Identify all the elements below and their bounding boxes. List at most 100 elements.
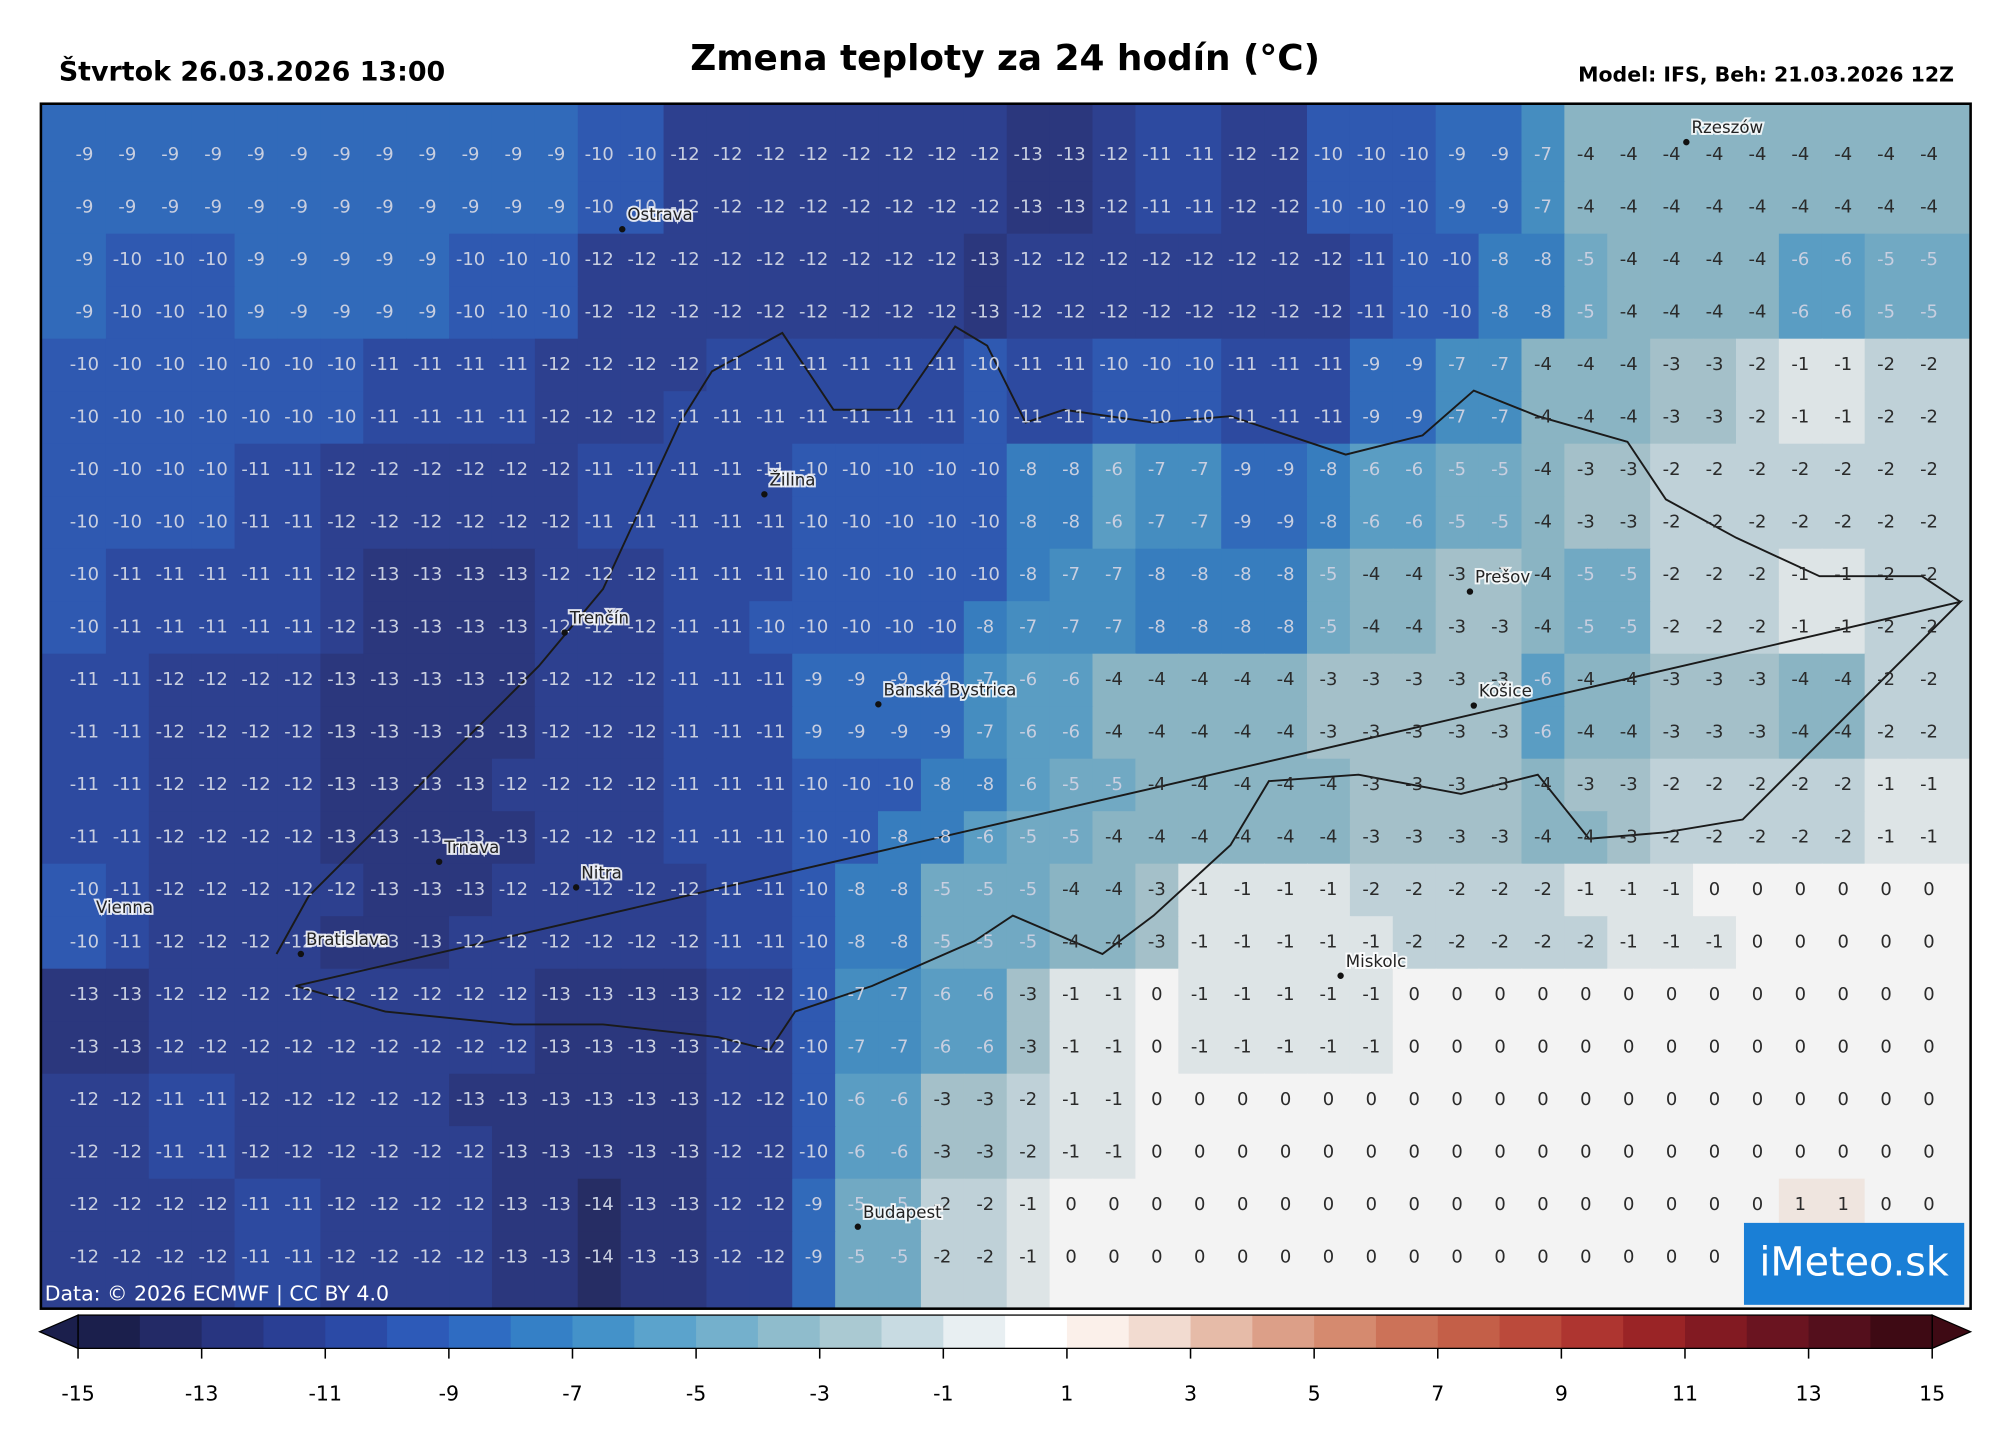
value-label: -10 [1314,144,1343,165]
field-cell [1607,103,1651,182]
field-cell [1178,286,1222,340]
value-label: 0 [1880,879,1891,900]
value-label: -2 [1877,721,1895,742]
colorbar-bin [572,1315,635,1349]
value-label: -1 [1234,879,1252,900]
field-cell [1521,548,1566,602]
value-label: -7 [1491,354,1509,375]
city-label: Banská Bystrica [883,680,1016,699]
field-cell [491,443,536,497]
value-label: -12 [627,406,656,427]
field-cell [1607,443,1651,497]
field-cell [491,103,536,182]
value-label: -11 [156,564,185,585]
value-label: -10 [799,826,828,847]
value-label: -12 [1271,249,1300,270]
value-label: -12 [1271,301,1300,322]
field-cell [105,391,150,445]
value-label: 0 [1409,1036,1420,1057]
value-label: -4 [1620,669,1638,690]
value-label: -12 [627,249,656,270]
field-cell [363,496,407,550]
value-label: -4 [1405,616,1423,637]
value-label: -3 [1448,564,1466,585]
value-label: 0 [1752,984,1763,1005]
value-label: -4 [1062,879,1080,900]
value-label: -13 [499,616,528,637]
value-label: 0 [1409,1141,1420,1162]
value-label: -13 [499,669,528,690]
value-label: -6 [933,1036,951,1057]
field-cell [920,233,965,287]
colorbar-tick-label: 11 [1672,1381,1698,1405]
field-cell [835,443,879,497]
field-cell [1864,496,1909,550]
value-label: -12 [542,354,571,375]
value-label: -12 [1099,249,1128,270]
field-cell [1049,548,1094,602]
value-label: -12 [713,1141,742,1162]
value-label: 0 [1409,1246,1420,1267]
value-label: -11 [156,1141,185,1162]
value-label: -4 [1534,826,1552,847]
value-label: -12 [1228,144,1257,165]
field-cell [1564,496,1609,550]
value-label: -11 [670,774,699,795]
value-label: -4 [1663,144,1681,165]
value-label: -4 [1105,669,1123,690]
field-cell [706,181,751,235]
field-cell [1092,103,1137,182]
city-dot [619,226,626,233]
field-cell [1778,496,1823,550]
field-cell [1092,181,1137,235]
value-label: -9 [1448,144,1466,165]
value-label: -12 [713,196,742,217]
value-label: -11 [713,826,742,847]
field-cell [148,103,193,182]
value-label: -10 [156,354,185,375]
field-cell [1821,181,1866,235]
value-label: -10 [284,354,313,375]
field-cell [1049,233,1094,287]
value-label: -12 [284,879,313,900]
value-label: -12 [327,1246,356,1267]
value-label: -12 [156,984,185,1005]
value-label: -5 [1320,616,1338,637]
value-label: -10 [799,1089,828,1110]
value-label: 0 [1709,1089,1720,1110]
value-label: 0 [1880,1089,1891,1110]
value-label: -8 [1491,301,1509,322]
value-label: -9 [247,301,265,322]
field-cell [835,286,879,340]
value-label: 0 [1666,1141,1677,1162]
value-label: -3 [1448,669,1466,690]
value-label: -9 [290,249,308,270]
value-label: 0 [1923,879,1934,900]
colorbar-bin [943,1315,1006,1349]
value-label: 0 [1366,1194,1377,1215]
value-label: -9 [1234,459,1252,480]
value-label: -10 [542,249,571,270]
value-label: -3 [1620,774,1638,795]
value-label: -10 [327,406,356,427]
field-cell [577,443,622,497]
field-cell [406,391,450,445]
value-label: -12 [1099,301,1128,322]
value-label: -11 [70,826,99,847]
value-label: -2 [976,1194,994,1215]
value-label: -2 [1920,669,1938,690]
value-label: -4 [1534,354,1552,375]
field-cell [534,496,579,550]
value-label: -4 [1534,511,1552,532]
value-label: -11 [499,354,528,375]
value-label: -3 [933,1141,951,1162]
value-label: -11 [756,931,785,952]
value-label: -3 [1320,721,1338,742]
colorbar-bin [1808,1315,1872,1349]
field-cell [277,103,322,182]
value-label: -12 [542,511,571,532]
value-label: -12 [627,669,656,690]
value-label: -4 [1663,249,1681,270]
field-cell [1049,286,1094,340]
value-label: -6 [848,1141,866,1162]
